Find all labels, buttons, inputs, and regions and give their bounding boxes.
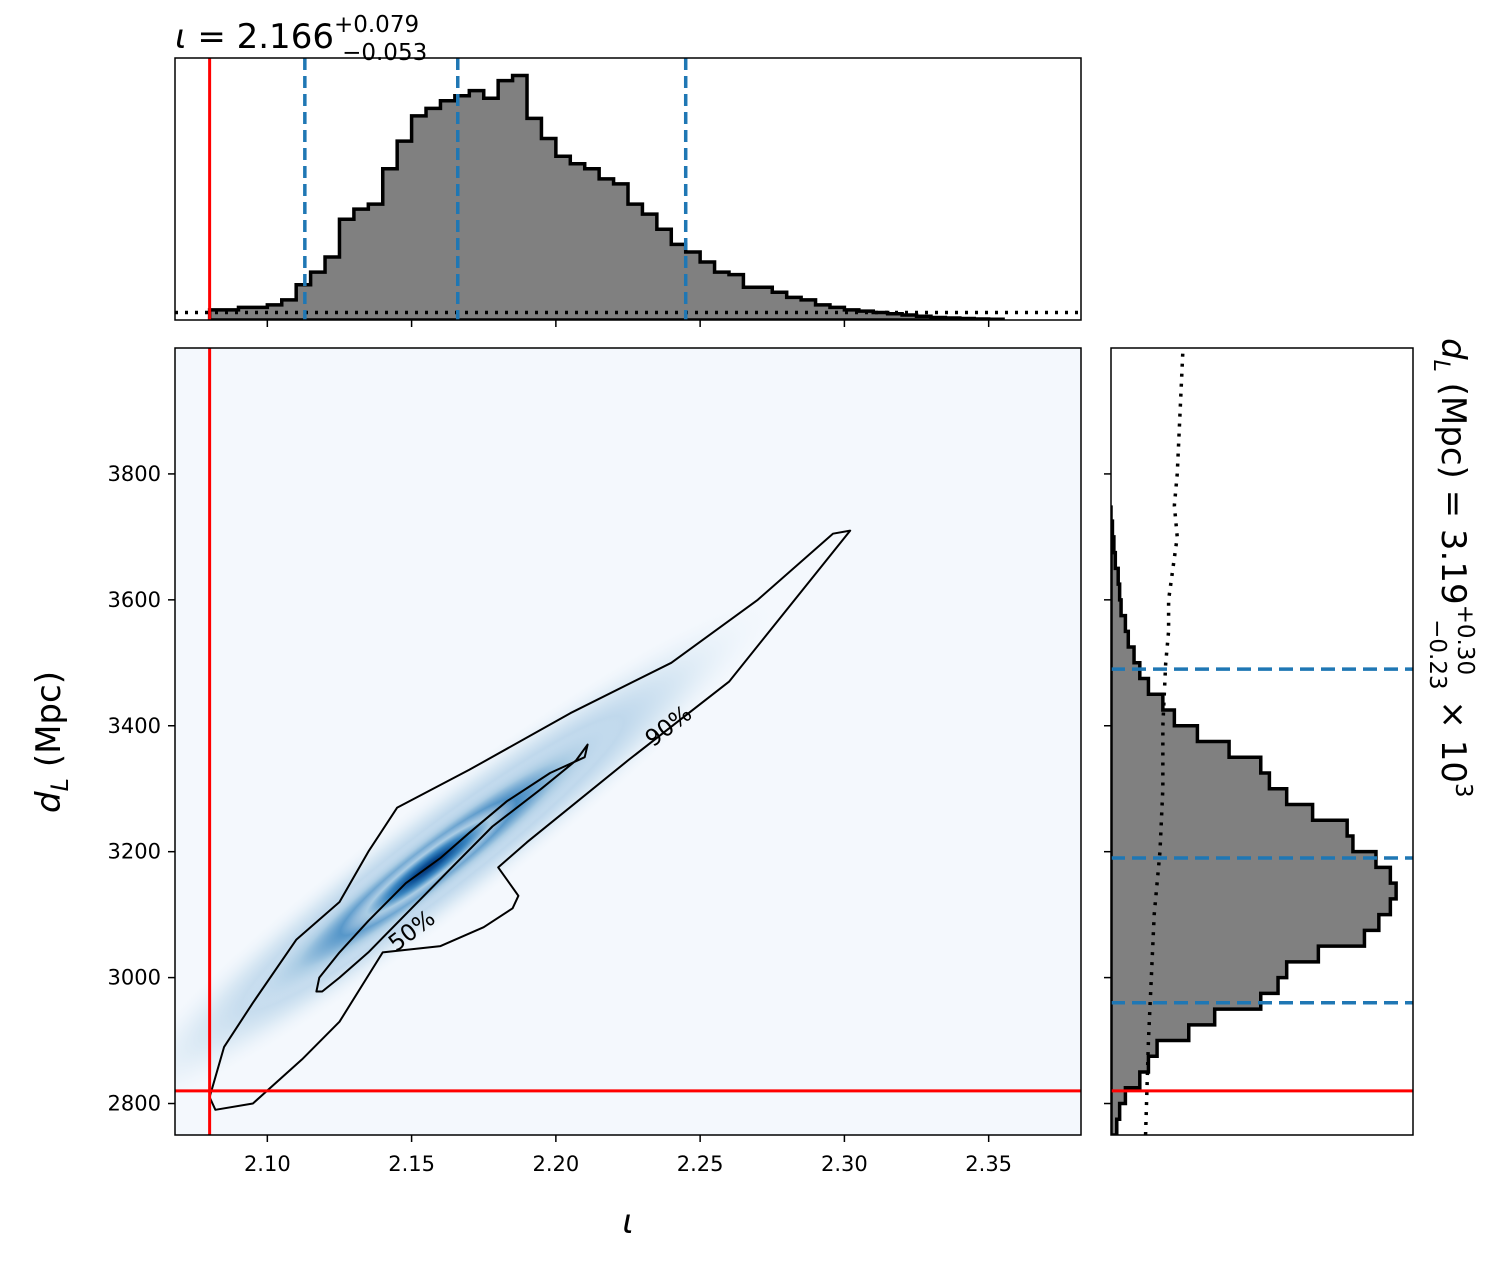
dl-median: (Mpc) = 3.19 bbox=[1433, 372, 1473, 605]
contour-50pct bbox=[315, 743, 589, 993]
dl-multiplier: × 10 bbox=[1433, 690, 1473, 783]
top-axes-frame bbox=[174, 57, 1082, 321]
iota-symbol: ι bbox=[175, 17, 187, 57]
y-axis-variable: d bbox=[29, 791, 69, 813]
contour-90pct bbox=[208, 529, 852, 1111]
y-tick-label: 2800 bbox=[108, 1092, 161, 1116]
right-histogram-fill bbox=[1111, 505, 1397, 1135]
top-panel-title: ι = 2.166+0.079 −0.053 bbox=[175, 12, 427, 66]
top-histogram-fill bbox=[209, 75, 1004, 320]
iota-median: = 2.166 bbox=[187, 17, 334, 57]
dl-exponent: 3 bbox=[1450, 783, 1476, 798]
right-axes-frame bbox=[1110, 347, 1414, 1136]
dl-symbol: d bbox=[1433, 338, 1473, 360]
iota-upper-error: +0.079 bbox=[334, 12, 419, 38]
y-tick-label: 3400 bbox=[108, 714, 161, 738]
joint-axes-frame bbox=[174, 347, 1082, 1136]
y-axis-label: dL (Mpc) bbox=[29, 671, 74, 813]
x-tick-label: 2.35 bbox=[965, 1152, 1012, 1176]
y-tick-label: 3000 bbox=[108, 966, 161, 990]
joint-density-panel: 50%90% 2.10 2.15 2.20 2.25 2.30 2.35 28003000… bbox=[29, 347, 1082, 1242]
dl-upper-error: +0.30 bbox=[1452, 605, 1478, 675]
y-tick-label: 3600 bbox=[108, 588, 161, 612]
iota-lower-error: −0.053 bbox=[342, 40, 427, 66]
dl-lower-error: −0.23 bbox=[1424, 619, 1450, 689]
y-axis-variable-subscript: L bbox=[46, 778, 74, 791]
y-tick-label: 3800 bbox=[108, 462, 161, 486]
dl-symbol-subscript: L bbox=[1428, 360, 1453, 372]
x-axis-label: ι bbox=[622, 1202, 634, 1242]
x-tick-label: 2.25 bbox=[677, 1152, 724, 1176]
right-marginal-histogram: dL (Mpc) = 3.19+0.30−0.23 × 103 bbox=[1104, 338, 1478, 1136]
x-tick-label: 2.20 bbox=[532, 1152, 579, 1176]
right-histogram-outline bbox=[1111, 505, 1398, 1135]
x-tick-label: 2.10 bbox=[244, 1152, 291, 1176]
x-tick-label: 2.15 bbox=[388, 1152, 435, 1176]
y-tick-label: 3200 bbox=[108, 840, 161, 864]
y-axis-unit: (Mpc) bbox=[29, 671, 69, 778]
right-panel-title: dL (Mpc) = 3.19+0.30−0.23 × 103 bbox=[1424, 338, 1478, 798]
right-prior-line bbox=[1143, 348, 1185, 1135]
x-tick-label: 2.30 bbox=[821, 1152, 868, 1176]
top-marginal-histogram: ι = 2.166+0.079 −0.053 bbox=[174, 12, 1082, 327]
